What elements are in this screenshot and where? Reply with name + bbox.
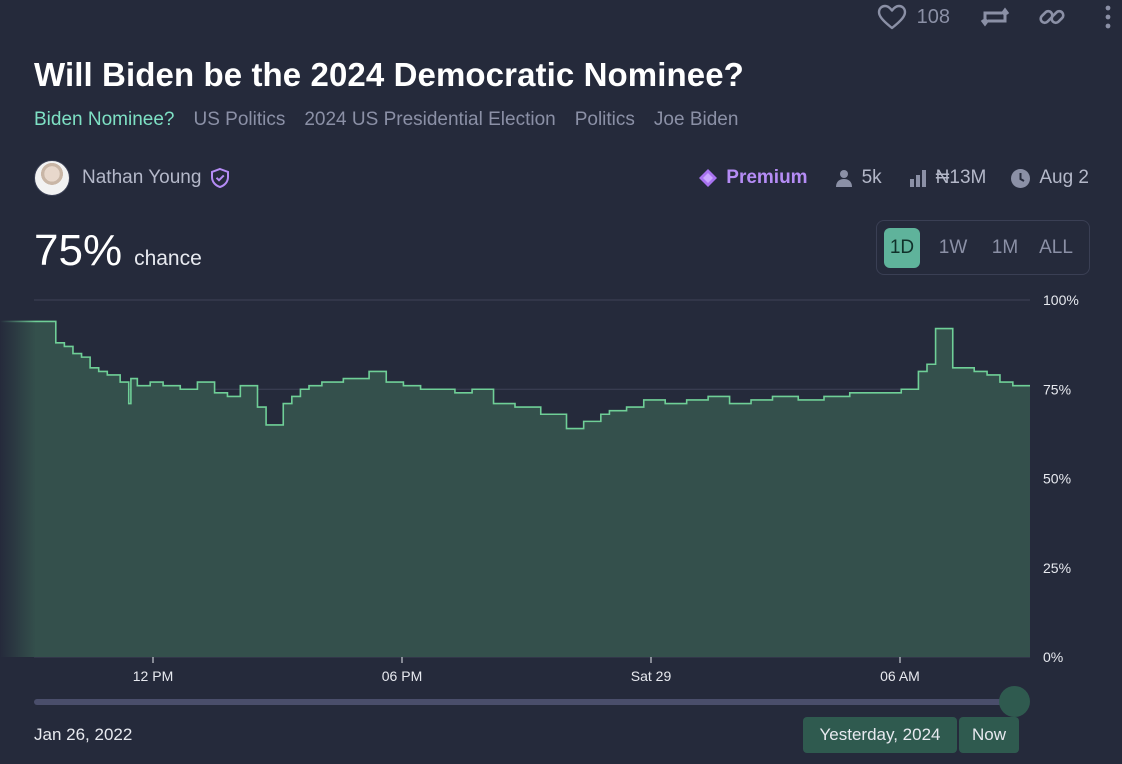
- timeline-track[interactable]: [34, 699, 1014, 705]
- market-title: Will Biden be the 2024 Democratic Nomine…: [34, 56, 744, 93]
- author-info[interactable]: Nathan Young: [34, 160, 231, 196]
- probability-area: [0, 321, 1030, 657]
- y-tick-label: 50%: [1043, 471, 1071, 487]
- market-stats: Premium 5k ₦13M Aug 2: [698, 164, 1089, 192]
- y-tick-label: 25%: [1043, 560, 1071, 576]
- x-tick-label: 12 PM: [133, 668, 173, 684]
- user-icon: [835, 170, 852, 187]
- more-vertical-icon: [1105, 5, 1111, 29]
- bar-chart-icon: [909, 170, 926, 187]
- author-name[interactable]: Nathan Young: [82, 167, 202, 188]
- timeline-slider[interactable]: [34, 686, 1030, 717]
- range-1d-button[interactable]: 1D: [884, 227, 920, 268]
- timeline-start-date: Jan 26, 2022: [34, 725, 133, 744]
- like-count: 108: [916, 5, 950, 28]
- timeline-handle[interactable]: [999, 686, 1030, 717]
- close-date: Aug 2: [1039, 167, 1089, 188]
- probability-value: 75%: [34, 226, 123, 275]
- tag-2024-election[interactable]: 2024 US Presidential Election: [304, 109, 556, 130]
- tag-us-politics[interactable]: US Politics: [193, 109, 286, 130]
- repost-icon: [980, 7, 1010, 27]
- x-tick-label: 06 AM: [880, 668, 920, 684]
- market-tags: Biden Nominee? US Politics 2024 US Presi…: [34, 109, 738, 131]
- yesterday-button[interactable]: Yesterday, 2024: [803, 717, 957, 753]
- tag-biden-nominee[interactable]: Biden Nominee?: [34, 109, 175, 130]
- premium-diamond-icon: [699, 169, 718, 187]
- time-range-selector: 1D 1W 1M ALL: [876, 220, 1090, 275]
- tag-joe-biden[interactable]: Joe Biden: [653, 109, 739, 130]
- premium-label: Premium: [726, 167, 808, 188]
- like-button[interactable]: 108: [877, 2, 950, 32]
- volume-value: ₦13M: [935, 167, 987, 188]
- probability-line: [0, 320, 1030, 430]
- traders-stat: 5k: [834, 167, 882, 189]
- more-options-button[interactable]: [1102, 2, 1114, 32]
- probability-label: chance: [134, 247, 202, 270]
- tag-politics[interactable]: Politics: [574, 109, 635, 130]
- market-actions: 108: [877, 2, 1114, 32]
- probability-chart[interactable]: 100% 75% 50% 25% 0% 12 PM 06 PM Sat 29 06 AM: [0, 288, 1122, 688]
- link-icon: [1039, 9, 1065, 25]
- traders-count: 5k: [861, 167, 882, 188]
- copy-link-button[interactable]: [1038, 2, 1066, 32]
- volume-stat: ₦13M: [908, 167, 987, 189]
- now-button[interactable]: Now: [959, 717, 1019, 753]
- y-tick-label: 75%: [1043, 381, 1071, 397]
- probability-display: 75% chance: [34, 226, 202, 276]
- clock-icon: [1011, 168, 1031, 188]
- range-all-button[interactable]: ALL: [1039, 236, 1073, 258]
- repost-button[interactable]: [980, 2, 1010, 32]
- heart-icon: [877, 4, 906, 30]
- avatar[interactable]: [34, 160, 70, 196]
- y-tick-label: 0%: [1043, 649, 1063, 665]
- y-tick-label: 100%: [1043, 292, 1079, 308]
- range-1m-button[interactable]: 1M: [991, 236, 1019, 258]
- range-1w-button[interactable]: 1W: [938, 236, 968, 258]
- x-tick-label: Sat 29: [631, 668, 672, 684]
- verified-shield-icon: [209, 167, 231, 189]
- x-tick-label: 06 PM: [382, 668, 422, 684]
- premium-badge[interactable]: Premium: [698, 167, 808, 189]
- close-date-stat: Aug 2: [1010, 167, 1089, 189]
